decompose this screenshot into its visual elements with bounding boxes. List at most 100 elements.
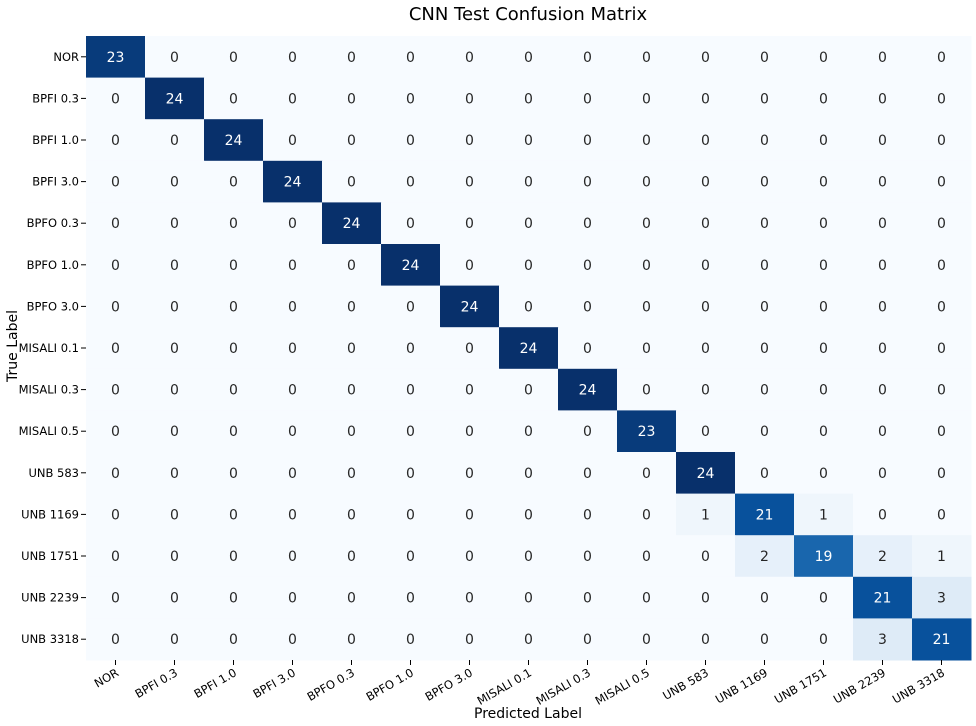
heatmap-cell [263, 202, 323, 245]
cell-value: 0 [111, 216, 120, 232]
cell-value: 0 [111, 383, 120, 399]
x-tick-label: UNB 2239 [831, 665, 888, 706]
cell-value: 0 [465, 258, 474, 274]
heatmap-cell [204, 576, 264, 619]
cell-value: 0 [229, 466, 238, 482]
heatmap-cell [617, 452, 677, 495]
cell-value: 0 [937, 424, 946, 440]
heatmap-cell [912, 77, 972, 120]
heatmap-cell [676, 327, 736, 370]
cell-value: 0 [760, 466, 769, 482]
heatmap-cell [145, 493, 205, 536]
cell-value: 0 [347, 591, 356, 607]
heatmap-cell [322, 285, 382, 328]
heatmap-cell [322, 452, 382, 495]
y-tick-label: UNB 1751 [21, 549, 79, 563]
cell-value: 0 [701, 175, 710, 191]
y-tick-label: NOR [53, 50, 79, 64]
cell-value: 0 [347, 175, 356, 191]
cell-value: 0 [642, 507, 651, 523]
heatmap-cell [853, 285, 913, 328]
cell-value: 0 [524, 258, 533, 274]
heatmap-cell [440, 368, 500, 411]
heatmap-cell [145, 160, 205, 203]
heatmap-cell [204, 452, 264, 495]
cell-value: 0 [583, 424, 592, 440]
heatmap-cell [86, 119, 146, 162]
cell-value: 0 [642, 591, 651, 607]
cell-value: 0 [524, 424, 533, 440]
cell-value: 0 [524, 466, 533, 482]
heatmap-cell [499, 576, 559, 619]
heatmap-cell [558, 160, 618, 203]
cell-value: 0 [406, 591, 415, 607]
cell-value: 0 [170, 424, 179, 440]
heatmap-cell [263, 244, 323, 287]
heatmap-cell [499, 77, 559, 120]
heatmap-cell [263, 119, 323, 162]
heatmap-cell [204, 618, 264, 661]
heatmap-cell [676, 452, 736, 495]
heatmap-cell [263, 160, 323, 203]
heatmap-cell [499, 368, 559, 411]
heatmap-cell [263, 36, 323, 79]
cell-value: 0 [465, 549, 474, 565]
heatmap-cell [676, 535, 736, 578]
heatmap-cell [263, 452, 323, 495]
cell-value: 0 [583, 341, 592, 357]
heatmap-cell [86, 160, 146, 203]
heatmap-cell [204, 202, 264, 245]
heatmap-cell [263, 77, 323, 120]
cell-value: 0 [642, 299, 651, 315]
cell-value: 0 [701, 299, 710, 315]
heatmap-cell [912, 576, 972, 619]
cell-value: 0 [878, 91, 887, 107]
heatmap-cell [794, 327, 854, 370]
cell-value: 0 [406, 507, 415, 523]
cell-value: 0 [524, 507, 533, 523]
x-tick-label: UNB 3318 [890, 665, 947, 706]
cell-value: 1 [701, 507, 710, 523]
cell-value: 0 [937, 91, 946, 107]
cell-value: 0 [583, 216, 592, 232]
cell-value: 0 [583, 549, 592, 565]
heatmap-cell [735, 244, 795, 287]
cell-value: 0 [111, 299, 120, 315]
cell-value: 0 [347, 341, 356, 357]
heatmap-cell [853, 244, 913, 287]
cell-value: 3 [937, 591, 946, 607]
heatmap-cell [204, 285, 264, 328]
cell-value: 0 [701, 50, 710, 66]
cell-value: 0 [347, 466, 356, 482]
cell-value: 0 [170, 258, 179, 274]
heatmap-cell [86, 202, 146, 245]
cell-value: 0 [406, 91, 415, 107]
cell-value: 0 [288, 216, 297, 232]
heatmap-cell [499, 535, 559, 578]
cell-value: 0 [937, 299, 946, 315]
cell-value: 0 [583, 258, 592, 274]
x-tick-label: UNB 1751 [772, 665, 829, 706]
y-tick-label: BPFI 0.3 [32, 91, 79, 105]
cell-value: 0 [819, 466, 828, 482]
cell-value: 0 [524, 50, 533, 66]
heatmap-cell [853, 119, 913, 162]
heatmap-cell [440, 77, 500, 120]
heatmap-cell [499, 160, 559, 203]
cell-value: 0 [111, 91, 120, 107]
cell-value: 0 [937, 466, 946, 482]
cell-value: 0 [701, 383, 710, 399]
heatmap-cell [912, 160, 972, 203]
cell-value: 0 [642, 383, 651, 399]
heatmap-cell [86, 77, 146, 120]
cell-value: 0 [642, 258, 651, 274]
cell-value: 0 [465, 424, 474, 440]
heatmap-cell [558, 244, 618, 287]
cell-value: 0 [229, 50, 238, 66]
heatmap-cell [853, 535, 913, 578]
heatmap-cell [912, 410, 972, 453]
heatmap-cell [499, 119, 559, 162]
cell-value: 21 [756, 507, 774, 523]
cell-value: 0 [288, 507, 297, 523]
cell-value: 0 [701, 591, 710, 607]
